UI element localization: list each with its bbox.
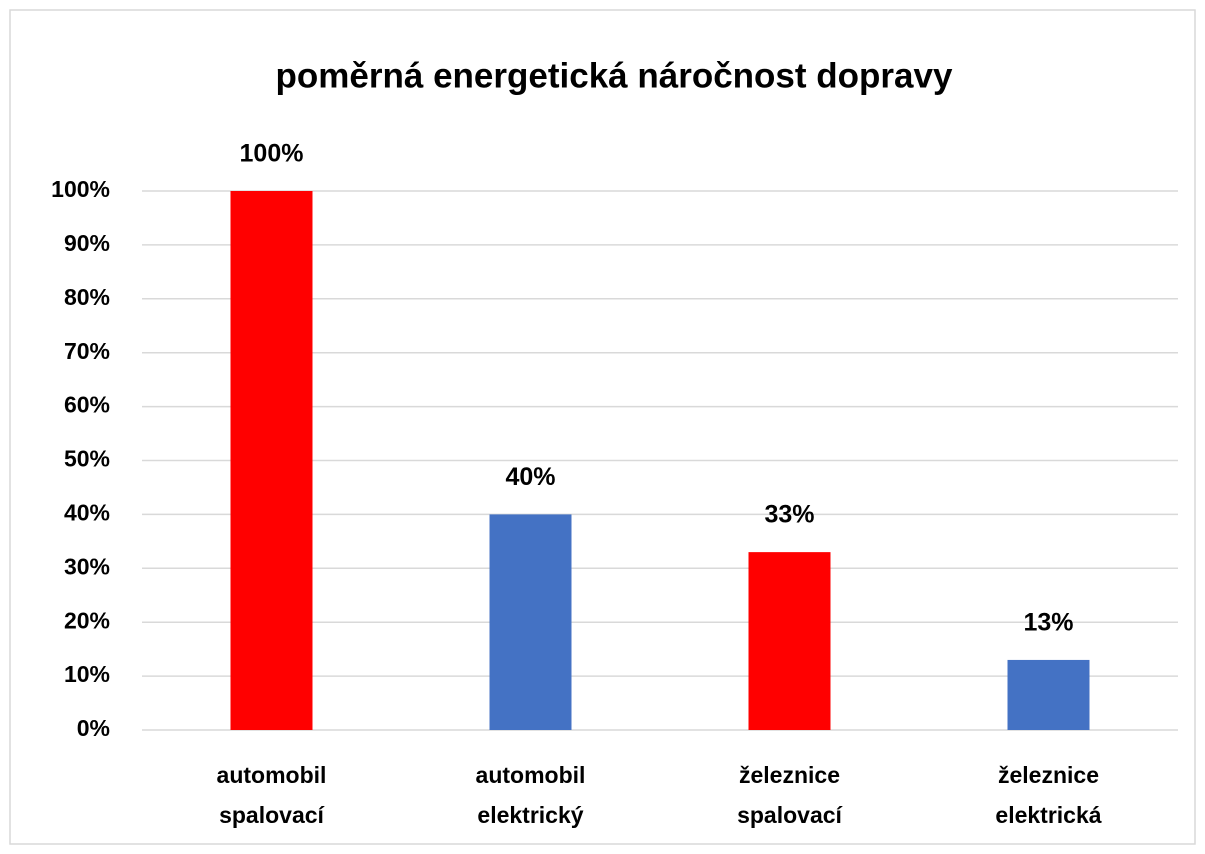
y-tick-label: 10% bbox=[64, 661, 110, 687]
y-tick-label: 100% bbox=[51, 176, 110, 202]
y-tick-label: 50% bbox=[64, 446, 110, 472]
x-tick-label: automobil elektrický bbox=[475, 762, 586, 828]
y-tick-label: 60% bbox=[64, 392, 110, 418]
chart-title: poměrná energetická náročnost dopravy bbox=[276, 56, 953, 95]
data-label: 13% bbox=[1023, 609, 1073, 637]
y-tick-label: 20% bbox=[64, 607, 110, 633]
x-tick-label: železnice elektrická bbox=[995, 762, 1102, 828]
data-label: 33% bbox=[764, 501, 814, 529]
y-tick-label: 90% bbox=[64, 230, 110, 256]
bar bbox=[748, 552, 831, 730]
bar bbox=[1007, 659, 1090, 730]
data-label: 40% bbox=[505, 463, 555, 491]
y-tick-label: 70% bbox=[64, 338, 110, 364]
x-tick-label: železnice spalovací bbox=[737, 762, 842, 828]
data-label: 100% bbox=[240, 140, 304, 168]
bar bbox=[489, 514, 572, 730]
y-tick-label: 30% bbox=[64, 553, 110, 579]
y-tick-label: 40% bbox=[64, 499, 110, 525]
chart-frame bbox=[9, 9, 1196, 845]
y-tick-label: 0% bbox=[77, 715, 110, 741]
x-tick-label: automobil spalovací bbox=[216, 762, 327, 828]
y-tick-label: 80% bbox=[64, 284, 110, 310]
bar bbox=[230, 191, 313, 730]
